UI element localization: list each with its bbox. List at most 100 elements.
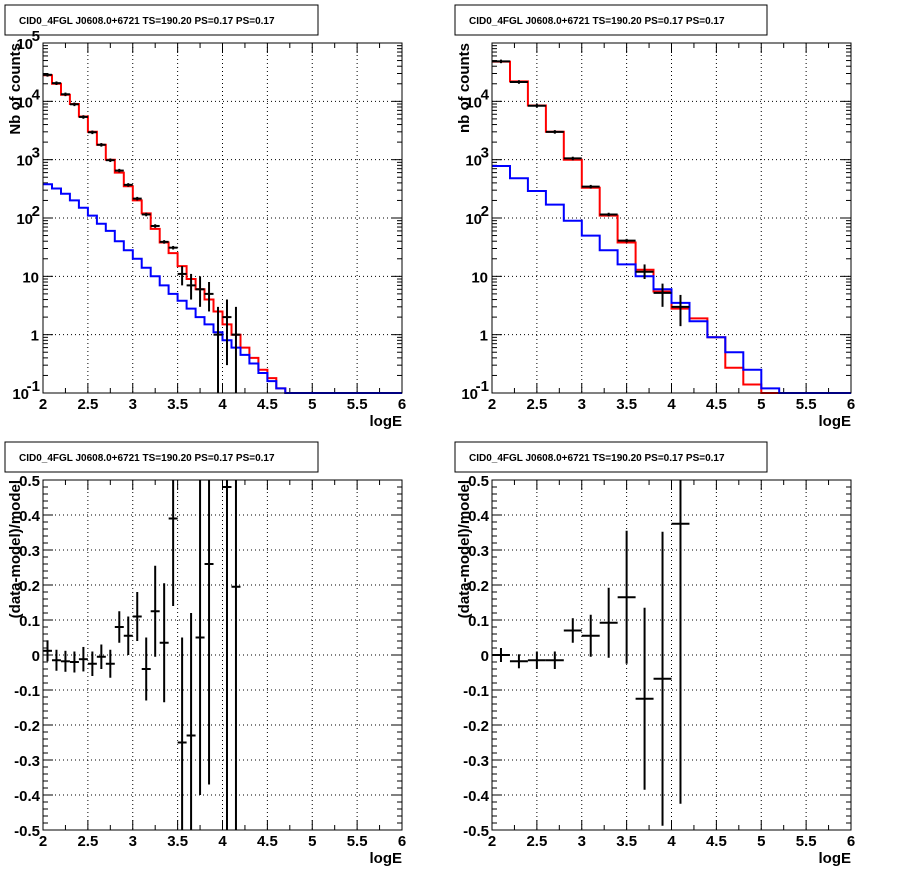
y-tick-exponent: 2 [481, 203, 489, 220]
x-axis-label: logE [370, 850, 403, 867]
x-tick-label: 2.5 [77, 833, 98, 850]
data-point [123, 183, 133, 187]
x-tick-label: 6 [847, 396, 855, 413]
data-point [60, 92, 70, 97]
chart-panel-4: CID0_4FGL J0608.0+6721 TS=190.20 PS=0.17… [454, 441, 855, 867]
x-tick-label: 2.5 [526, 833, 547, 850]
residual-point [671, 480, 690, 804]
data-point [150, 224, 160, 228]
y-tick-exponent: 3 [32, 145, 40, 162]
residual-point [141, 637, 151, 701]
residual-point [87, 651, 97, 676]
residual-point [150, 565, 160, 657]
y-tick-label: 1 [31, 328, 39, 345]
plot-frame [491, 479, 852, 831]
x-axis-label: logE [370, 413, 403, 430]
model-component-line [492, 165, 851, 394]
residual-point [599, 587, 618, 658]
residual-point [159, 583, 169, 703]
x-tick-label: 2 [488, 833, 496, 850]
data-point [563, 156, 582, 161]
x-tick-label: 5.5 [796, 833, 817, 850]
x-tick-label: 3.5 [616, 833, 637, 850]
x-tick-label: 4 [218, 833, 227, 850]
y-axis-label: (data-model)/model [456, 480, 473, 618]
x-tick-label: 2.5 [526, 396, 547, 413]
residual-point [195, 480, 205, 795]
x-tick-label: 5 [757, 396, 765, 413]
y-tick-exponent: 3 [481, 145, 489, 162]
y-tick-exponent: 4 [481, 86, 490, 103]
y-tick-label: 0.2 [19, 578, 40, 595]
y-axis-label: nb of counts [456, 43, 473, 133]
model-total-line [43, 74, 402, 394]
x-tick-label: 6 [398, 833, 406, 850]
data-point [509, 80, 528, 84]
y-tick-exponent: -1 [476, 378, 489, 395]
data-point [671, 294, 690, 327]
x-tick-label: 2 [39, 833, 47, 850]
y-tick-exponent: 5 [32, 28, 40, 45]
data-point [545, 130, 564, 134]
residual-point [43, 640, 52, 662]
x-tick-label: 2 [488, 396, 496, 413]
y-tick-label: 10 [461, 386, 478, 403]
title-box [454, 441, 768, 473]
y-tick-label: 10 [12, 386, 29, 403]
data-point [186, 273, 196, 300]
plot-frame [491, 42, 852, 394]
data-point [69, 102, 79, 107]
x-tick-label: 4.5 [257, 833, 278, 850]
y-tick-label: 10 [16, 36, 33, 53]
residual-point [51, 649, 61, 671]
chart-panel-3: CID0_4FGL J0608.0+6721 TS=190.20 PS=0.17… [4, 441, 406, 867]
y-tick-label: 0.3 [19, 543, 40, 560]
residual-point [545, 651, 564, 669]
data-point [617, 238, 636, 243]
data-point [213, 306, 223, 393]
data-point [581, 184, 600, 189]
y-axis-label: Nb of counts [7, 43, 24, 135]
y-tick-label: -0.3 [463, 753, 489, 770]
x-tick-label: 3.5 [616, 396, 637, 413]
x-tick-label: 4.5 [706, 833, 727, 850]
residual-point [132, 592, 142, 641]
y-tick-label: 0.3 [468, 543, 489, 560]
y-tick-label: 0.4 [468, 508, 490, 525]
y-tick-label: 0 [481, 648, 489, 665]
residual-point [581, 614, 600, 657]
data-point [195, 276, 205, 307]
residual-point [527, 651, 546, 669]
residual-point [231, 480, 241, 830]
x-axis-label: logE [819, 413, 852, 430]
residual-point [204, 480, 214, 785]
data-point [222, 299, 232, 366]
residual-point [617, 530, 636, 664]
y-tick-label: 10 [465, 211, 482, 228]
residual-point [78, 646, 88, 672]
x-tick-label: 5.5 [347, 833, 368, 850]
residual-point [509, 654, 528, 669]
y-tick-label: 0.5 [468, 473, 489, 490]
data-point [96, 143, 106, 147]
title-box [454, 4, 768, 36]
y-tick-label: 0.2 [468, 578, 489, 595]
data-point [141, 212, 151, 217]
plot-frame [42, 42, 403, 394]
y-tick-exponent: 4 [32, 86, 41, 103]
residual-point [60, 650, 70, 672]
y-tick-label: 0.4 [19, 508, 41, 525]
x-tick-label: 5 [308, 833, 316, 850]
x-tick-label: 5.5 [347, 396, 368, 413]
x-tick-label: 3 [129, 396, 137, 413]
chart-title: CID0_4FGL J0608.0+6721 TS=190.20 PS=0.17… [469, 16, 725, 27]
residual-point [114, 611, 124, 643]
data-point [132, 196, 142, 201]
y-tick-label: 10 [16, 153, 33, 170]
x-tick-label: 4.5 [706, 396, 727, 413]
y-tick-exponent: -1 [27, 378, 40, 395]
title-box [4, 4, 319, 36]
data-point [177, 266, 187, 286]
y-tick-label: -0.4 [463, 788, 490, 805]
